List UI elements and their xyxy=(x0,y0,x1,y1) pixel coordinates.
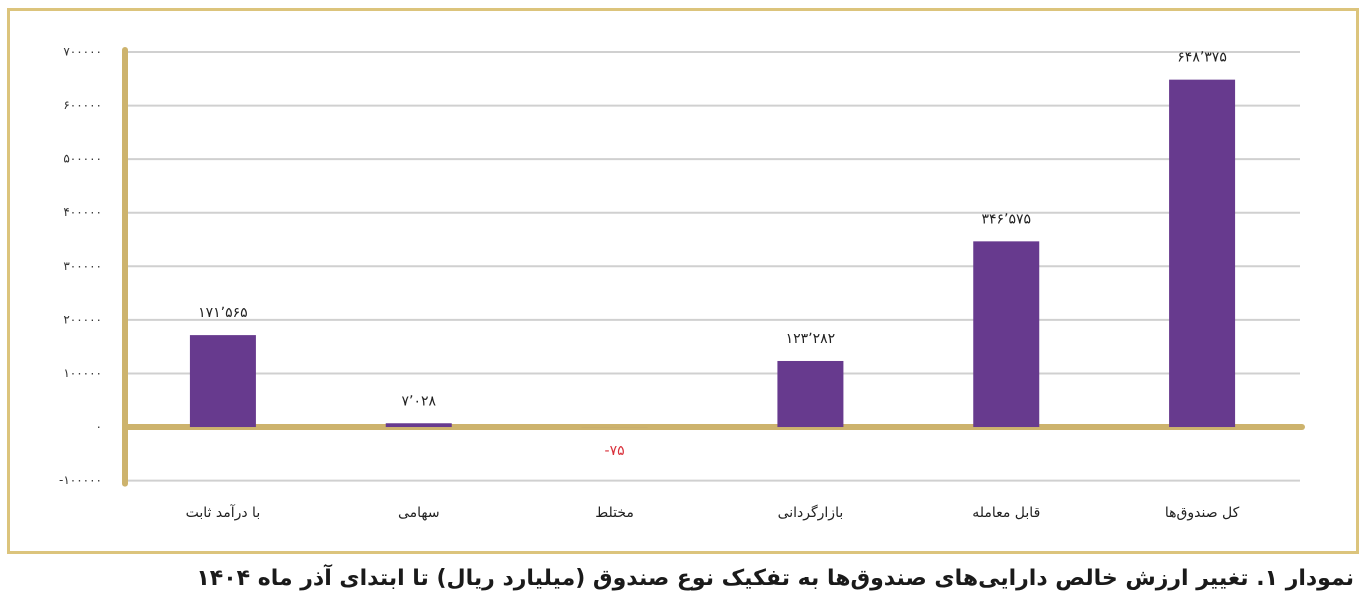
y-tick-label: ۷۰۰۰۰۰ xyxy=(63,45,102,59)
y-tick-label: ۰ xyxy=(96,420,102,434)
bar xyxy=(385,423,452,428)
y-tick-label: ۱۰۰۰۰۰ xyxy=(63,366,102,380)
x-tick-label: سهامی xyxy=(398,505,440,521)
y-tick-label: ۶۰۰۰۰۰ xyxy=(63,98,102,112)
y-tick-label: ۴۰۰۰۰۰ xyxy=(63,205,102,219)
bar xyxy=(189,335,256,428)
value-label: -۷۵ xyxy=(605,443,625,459)
bar xyxy=(973,241,1040,428)
y-tick-label: ۵۰۰۰۰۰ xyxy=(63,152,102,166)
x-tick-label: با درآمد ثابت xyxy=(186,504,261,521)
bar xyxy=(777,360,844,428)
value-label: ۱۷۱٬۵۶۵ xyxy=(198,305,248,321)
value-label: ۶۴۸٬۳۷۵ xyxy=(1177,50,1227,66)
value-label: ۷٬۰۲۸ xyxy=(401,393,436,409)
chart: -۱۰۰۰۰۰ ۰ ۱۰۰۰۰۰ ۲۰۰۰۰۰ ۳۰۰۰۰۰ ۴۰۰۰۰۰ ۵۰۰۰۰۰ ۶۰… xyxy=(59,45,1305,521)
x-tick-label: قابل معامله xyxy=(972,505,1040,521)
bar xyxy=(1169,79,1236,428)
x-tick-label: مختلط xyxy=(595,505,634,521)
chart-title: نمودار ۱. تغییر ارزش خالص دارایی‌های صند… xyxy=(196,566,1354,591)
x-tick-label: بازارگردانی xyxy=(778,504,844,521)
y-tick-label: -۱۰۰۰۰۰ xyxy=(59,473,102,487)
chart-frame xyxy=(7,8,1359,554)
x-tick-label: کل صندوق‌ها xyxy=(1165,505,1240,521)
value-label: ۱۲۳٬۲۸۲ xyxy=(786,331,836,347)
y-tick-label: ۲۰۰۰۰۰ xyxy=(63,312,102,326)
value-label: ۳۴۶٬۵۷۵ xyxy=(981,211,1031,227)
y-tick-label: ۳۰۰۰۰۰ xyxy=(63,259,102,273)
